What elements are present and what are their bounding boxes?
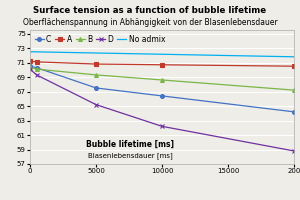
C [28,65,32,67]
B [35,68,38,70]
A [94,63,98,65]
Text: Surface tension as a function of bubble lifetime: Surface tension as a function of bubble … [33,6,267,15]
Line: D: D [28,67,296,153]
C [160,95,164,97]
D [160,125,164,128]
C [35,66,38,69]
A [28,60,32,62]
B [160,79,164,81]
Text: Oberflächenspannung in Abhängigkeit von der Blasenlebensdauer: Oberflächenspannung in Abhängigkeit von … [22,18,278,27]
B [28,66,32,68]
Text: Bubble lifetime [ms]: Bubble lifetime [ms] [86,140,174,149]
A [292,65,296,67]
C [292,111,296,113]
Line: B: B [28,65,296,92]
D [28,68,32,70]
C [94,87,98,89]
Legend: C, A, B, D, No admix: C, A, B, D, No admix [34,34,166,44]
D [35,74,38,76]
Line: A: A [28,59,296,68]
Text: Blasenlebensdauer [ms]: Blasenlebensdauer [ms] [88,152,173,159]
Line: C: C [28,64,296,114]
D [94,103,98,106]
A [35,61,38,63]
A [160,64,164,66]
B [94,74,98,76]
D [292,150,296,152]
B [292,89,296,91]
